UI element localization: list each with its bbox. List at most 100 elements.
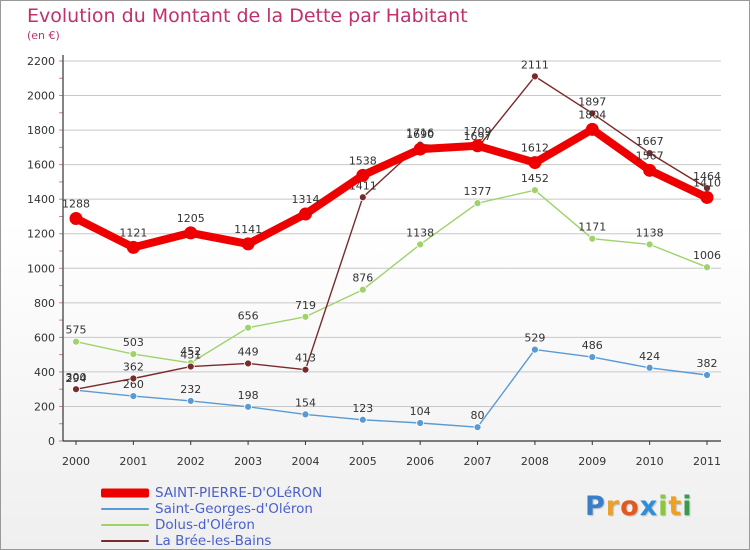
data-point: [301, 365, 310, 374]
y-tick-label: 0: [48, 435, 55, 448]
data-label: 80: [471, 409, 485, 422]
data-label: 1709: [464, 125, 492, 138]
data-point: [184, 226, 198, 240]
data-label: 1410: [693, 176, 721, 189]
data-point: [129, 392, 138, 400]
legend-label-dolus: Dolus-d'Oléron: [155, 517, 255, 533]
logo-letter: P: [585, 491, 606, 522]
legend-swatch-saint-georges: [101, 508, 149, 510]
data-label: 382: [697, 357, 718, 370]
data-label: 1716: [406, 127, 434, 140]
data-point: [531, 345, 539, 354]
data-point: [358, 285, 367, 294]
legend-label-la-bree: La Brée-les-Bains: [155, 533, 272, 549]
data-label: 1538: [349, 154, 377, 167]
data-point: [358, 193, 367, 202]
data-point: [244, 323, 252, 332]
data-label: 1141: [234, 223, 262, 236]
x-tick-label: 2003: [234, 455, 262, 468]
data-point: [72, 385, 80, 394]
data-point: [72, 337, 80, 346]
data-label: 232: [180, 383, 201, 396]
data-label: 1377: [464, 185, 492, 198]
data-label: 154: [295, 396, 316, 409]
data-label: 1667: [636, 135, 664, 148]
logo-letter: o: [620, 491, 640, 522]
x-tick-label: 2011: [693, 455, 721, 468]
data-label: 300: [66, 371, 87, 384]
logo-letter: i: [658, 491, 669, 522]
data-point: [643, 163, 657, 177]
data-point: [69, 212, 83, 226]
data-point: [531, 186, 539, 195]
data-label: 424: [639, 350, 660, 363]
data-label: 486: [582, 339, 603, 352]
x-tick-label: 2004: [291, 455, 319, 468]
data-point: [186, 397, 195, 405]
legend-item-saint-georges: Saint-Georges-d'Oléron: [101, 501, 322, 517]
data-label: 1006: [693, 249, 721, 262]
legend-item-dolus: Dolus-d'Oléron: [101, 517, 322, 533]
data-point: [703, 263, 711, 272]
y-tick-label: 2000: [27, 90, 55, 103]
data-point: [298, 207, 312, 221]
data-point: [413, 142, 427, 156]
x-tick-label: 2005: [349, 455, 377, 468]
data-label: 1804: [578, 108, 606, 121]
data-label: 413: [295, 352, 316, 365]
series-line-3: [75, 75, 708, 390]
y-tick-label: 600: [34, 331, 55, 344]
logo-letter: t: [668, 491, 683, 522]
x-tick-label: 2006: [406, 455, 434, 468]
data-point: [471, 139, 485, 153]
data-label: 104: [410, 405, 431, 418]
data-point: [126, 240, 140, 254]
series-line-0: [72, 125, 711, 252]
data-label: 1464: [693, 170, 721, 183]
data-point: [244, 402, 252, 411]
data-label: 1690: [406, 128, 434, 141]
y-tick-label: 1000: [27, 262, 55, 275]
data-point: [700, 190, 714, 204]
data-label: 656: [238, 310, 259, 323]
x-tick-label: 2008: [521, 455, 549, 468]
data-label: 1567: [636, 149, 664, 162]
data-label: 431: [180, 349, 201, 362]
data-point: [645, 149, 654, 157]
data-label: 529: [524, 332, 545, 345]
data-point: [473, 423, 482, 432]
data-point: [703, 371, 711, 379]
legend-item-saint-pierre: SAINT-PIERRE-D'OLéRON: [101, 485, 322, 501]
chart-legend: SAINT-PIERRE-D'OLéRON Saint-Georges-d'Ol…: [101, 485, 322, 549]
data-point: [241, 237, 255, 251]
data-label: 362: [123, 360, 144, 373]
data-label: 198: [238, 389, 259, 402]
data-label: 1314: [291, 193, 319, 206]
data-label: 719: [295, 299, 316, 312]
data-point: [129, 350, 138, 359]
data-point: [416, 419, 425, 427]
x-tick-label: 2007: [464, 455, 492, 468]
data-point: [356, 168, 370, 182]
data-point: [244, 359, 252, 368]
data-label: 1612: [521, 142, 549, 155]
x-tick-label: 2009: [578, 455, 606, 468]
data-point: [473, 199, 482, 208]
data-point: [528, 156, 542, 170]
series-line-2: [75, 189, 708, 364]
data-label: 1138: [636, 226, 664, 239]
legend-item-la-bree: La Brée-les-Bains: [101, 533, 322, 549]
series-line-1: [75, 348, 708, 428]
y-tick-label: 400: [34, 366, 55, 379]
data-point: [301, 312, 310, 321]
data-label: 449: [238, 345, 259, 358]
data-label: 1697: [464, 130, 492, 143]
y-tick-label: 1400: [27, 193, 55, 206]
chart-subtitle: (en €): [27, 29, 60, 42]
data-label: 1897: [578, 95, 606, 108]
y-tick-label: 1200: [27, 228, 55, 241]
data-label: 260: [123, 378, 144, 391]
chart-title: Evolution du Montant de la Dette par Hab…: [27, 5, 468, 27]
